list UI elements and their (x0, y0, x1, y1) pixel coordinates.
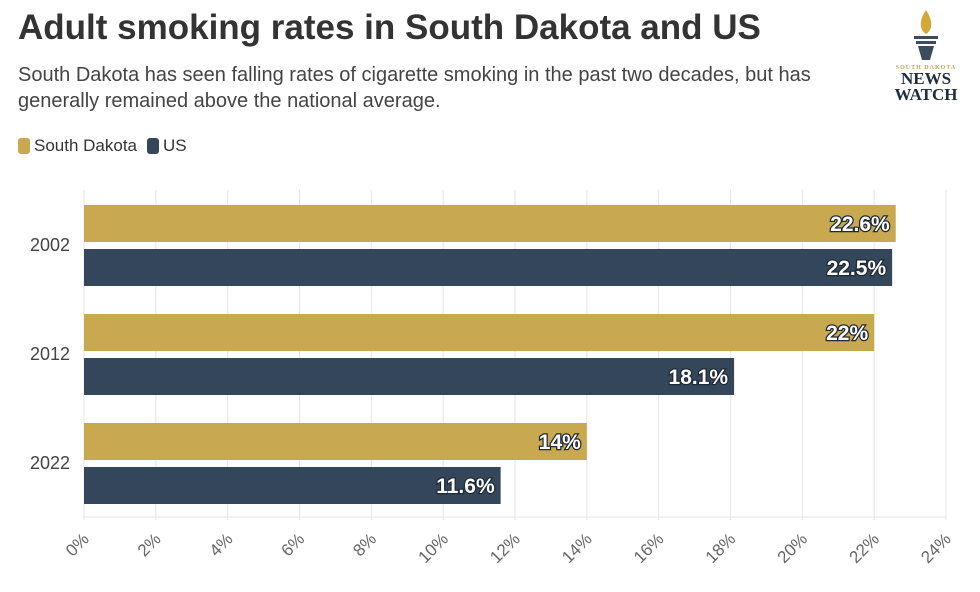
bar-us (84, 249, 893, 286)
logo-line3: WATCH (894, 85, 958, 104)
x-tick-label: 8% (349, 529, 380, 560)
x-tick-label: 20% (774, 529, 811, 566)
torch-icon (914, 10, 938, 60)
x-tick-label: 22% (845, 529, 882, 566)
logo-line2: NEWS (900, 69, 952, 88)
data-label: 22% (826, 322, 868, 345)
legend-label: US (163, 136, 187, 155)
y-category-label: 2002 (30, 235, 70, 255)
x-tick-label: 18% (702, 529, 739, 566)
chart-subtitle: South Dakota has seen falling rates of c… (18, 64, 811, 112)
bar-us (84, 358, 735, 395)
data-label: 11.6% (436, 475, 495, 498)
y-category-label: 2022 (30, 453, 70, 473)
legend-item-us: US (147, 136, 187, 156)
legend-item-south-dakota: South Dakota (18, 136, 137, 156)
x-tick-label: 14% (558, 529, 595, 566)
data-label: 22.5% (827, 257, 887, 280)
x-tick-label: 24% (917, 529, 954, 566)
x-tick-label: 2% (134, 529, 165, 560)
x-tick-label: 16% (630, 529, 667, 566)
x-tick-label: 6% (278, 529, 309, 560)
data-label: 14% (539, 431, 581, 454)
x-tick-label: 10% (414, 529, 451, 566)
bar-south-dakota (84, 205, 896, 242)
legend-label: South Dakota (34, 136, 138, 155)
bar-south-dakota (84, 423, 587, 460)
bar-south-dakota (84, 314, 875, 351)
legend-swatch (147, 138, 160, 154)
data-label: 22.6% (830, 213, 890, 236)
x-tick-label: 0% (62, 529, 93, 560)
chart-title: Adult smoking rates in South Dakota and … (18, 8, 761, 47)
news-watch-logo: SOUTH DAKOTA NEWS WATCH (880, 8, 972, 103)
legend: South Dakota US (18, 136, 187, 156)
bar-us (84, 467, 501, 504)
x-tick-label: 12% (486, 529, 523, 566)
data-label: 18.1% (669, 366, 729, 389)
y-category-label: 2012 (30, 344, 70, 364)
x-tick-label: 4% (206, 529, 237, 560)
logo-line1: SOUTH DAKOTA (895, 65, 957, 71)
legend-swatch (18, 138, 30, 154)
